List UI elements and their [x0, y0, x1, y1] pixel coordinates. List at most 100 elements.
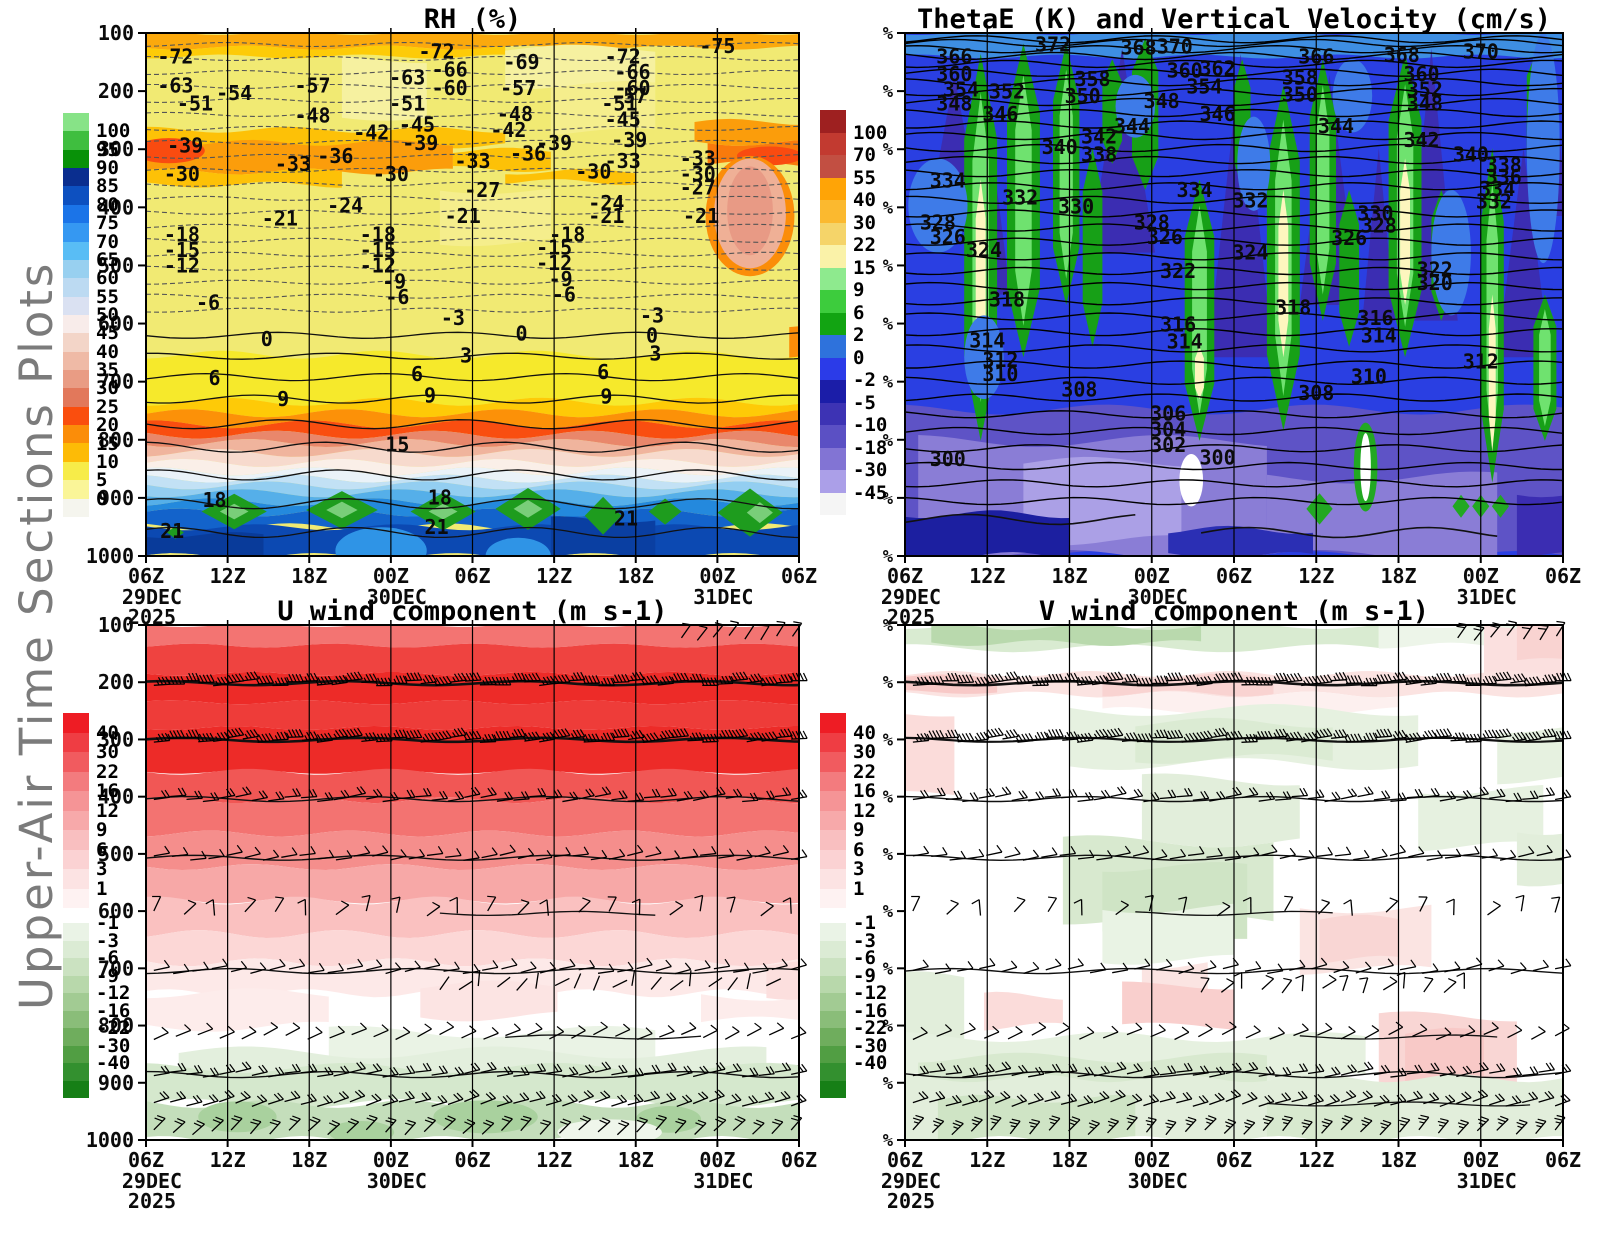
svg-text:318: 318 [1275, 296, 1311, 320]
colorbar-label: -22 [853, 1017, 888, 1039]
colorbar-segment [63, 771, 89, 791]
svg-text:326: 326 [1147, 225, 1183, 249]
svg-text:324: 324 [966, 238, 1002, 262]
svg-text:322: 322 [1417, 257, 1453, 281]
svg-text:-45: -45 [605, 107, 641, 131]
colorbar-segment [820, 222, 846, 245]
svg-text:200: 200 [98, 79, 134, 103]
svg-text:330: 330 [1357, 201, 1393, 225]
svg-text:-30: -30 [164, 162, 200, 186]
svg-text:-33: -33 [605, 149, 641, 173]
svg-text:308: 308 [1298, 381, 1334, 405]
svg-text:300: 300 [98, 727, 134, 751]
svg-text:15: 15 [385, 433, 409, 457]
svg-text:500: 500 [98, 253, 134, 277]
svg-text:6: 6 [411, 362, 423, 386]
colorbar-segment [63, 351, 89, 371]
svg-text:-6: -6 [196, 290, 220, 314]
svg-text:310: 310 [1351, 365, 1387, 389]
colorbar-segment [820, 447, 846, 470]
vwind-wind-barb-row [912, 957, 1572, 975]
colorbar-segment [63, 713, 89, 733]
svg-text:334: 334 [1176, 178, 1212, 202]
svg-text:-12: -12 [164, 254, 200, 278]
svg-text:362: 362 [1199, 57, 1235, 81]
svg-text:-57: -57 [500, 76, 536, 100]
colorbar-segment [820, 312, 846, 335]
svg-text:360: 360 [936, 62, 972, 86]
colorbar-segment [820, 425, 846, 448]
svg-text:18Z: 18Z [1380, 564, 1416, 588]
svg-text:%: % [883, 845, 894, 865]
colorbar-label: 0 [96, 487, 108, 510]
svg-text:1000: 1000 [86, 544, 134, 568]
vwind-wind-barb-row [912, 1089, 1571, 1108]
svg-text:-75: -75 [699, 34, 735, 58]
colorbar-segment [820, 713, 846, 733]
colorbar-label: 40 [96, 340, 119, 363]
colorbar-segment [820, 267, 846, 290]
svg-text:%: % [883, 24, 894, 44]
svg-text:350: 350 [1065, 84, 1101, 108]
uwind-wind-barb-row [153, 1089, 807, 1108]
svg-text:-30: -30 [680, 162, 716, 186]
svg-text:322: 322 [1160, 259, 1196, 283]
svg-text:00Z: 00Z [699, 1148, 735, 1172]
svg-text:-63: -63 [389, 65, 425, 89]
svg-text:350: 350 [1282, 83, 1318, 107]
svg-text:-24: -24 [588, 191, 624, 215]
svg-text:200: 200 [98, 670, 134, 694]
colorbar-segment [820, 791, 846, 811]
svg-text:342: 342 [1081, 125, 1117, 149]
colorbar-label: 70 [96, 230, 119, 253]
svg-text:-72: -72 [605, 45, 641, 69]
svg-text:06Z: 06Z [128, 1148, 164, 1172]
svg-text:-18: -18 [360, 222, 396, 246]
thetae-colorbar: 100 70 55 40 30 22 15 9 6 2 0 -2 -5 -10 -18 -30 -45 [820, 110, 887, 515]
colorbar-segment [63, 498, 89, 517]
svg-text:00Z: 00Z [373, 1148, 409, 1172]
colorbar-segment [820, 923, 846, 941]
colorbar-segment [820, 492, 846, 515]
svg-text:12Z: 12Z [1298, 564, 1334, 588]
svg-text:330: 330 [1058, 195, 1094, 219]
rh-x-axis: 06Z 12Z 18Z 00Z 06Z 12Z 18Z 00Z 06Z29DEC202530DE… [122, 556, 817, 629]
colorbar-segment [63, 940, 89, 958]
svg-text:-57: -57 [294, 73, 330, 97]
svg-text:0: 0 [515, 322, 527, 346]
svg-text:342: 342 [1403, 128, 1439, 152]
colorbar-label: 65 [96, 248, 119, 271]
svg-text:06Z: 06Z [1216, 1148, 1252, 1172]
colorbar-segment [63, 314, 89, 334]
svg-text:00Z: 00Z [1463, 564, 1499, 588]
svg-text:900: 900 [98, 486, 134, 510]
colorbar-segment [820, 1063, 846, 1081]
vwind-wind-barb-row [911, 894, 1561, 917]
svg-text:-36: -36 [317, 144, 353, 168]
svg-text:00Z: 00Z [1134, 564, 1170, 588]
colorbar-label: -6 [853, 947, 876, 969]
svg-text:-57: -57 [611, 84, 647, 108]
svg-text:21: 21 [614, 506, 638, 530]
svg-text:3: 3 [460, 344, 472, 368]
colorbar-label: -16 [96, 999, 131, 1022]
colorbar-label: -1 [96, 912, 119, 934]
svg-text:308: 308 [1061, 378, 1097, 402]
svg-text:30DEC: 30DEC [367, 585, 427, 609]
vwind-wind-barb-row [912, 786, 1572, 803]
colorbar-segment [63, 923, 89, 941]
svg-text:12Z: 12Z [969, 1148, 1005, 1172]
svg-text:358: 358 [1074, 67, 1110, 91]
svg-text:-15: -15 [164, 238, 200, 262]
rh-field [146, 33, 799, 556]
colorbar-label: -3 [96, 929, 119, 952]
colorbar-label: 45 [96, 322, 119, 345]
colorbar-segment [820, 357, 846, 380]
colorbar-segment [63, 830, 89, 850]
svg-text:29DEC: 29DEC [122, 585, 182, 609]
thetae-y-axis: %%%%%%%%%% [883, 24, 905, 567]
svg-text:302: 302 [1150, 433, 1186, 457]
svg-text:-33: -33 [275, 152, 311, 176]
vwind-wind-barb-row [912, 671, 1572, 687]
